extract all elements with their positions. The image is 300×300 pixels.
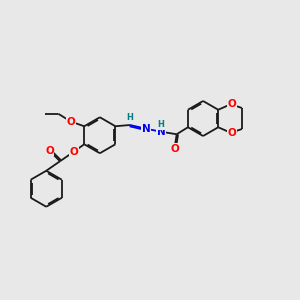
Text: O: O [170, 143, 179, 154]
Text: O: O [45, 146, 54, 156]
Text: N: N [157, 127, 166, 137]
Text: O: O [67, 117, 76, 127]
Text: H: H [158, 120, 165, 129]
Text: N: N [142, 124, 151, 134]
Text: O: O [228, 128, 236, 138]
Text: O: O [69, 147, 78, 157]
Text: H: H [127, 113, 134, 122]
Text: O: O [228, 99, 236, 109]
